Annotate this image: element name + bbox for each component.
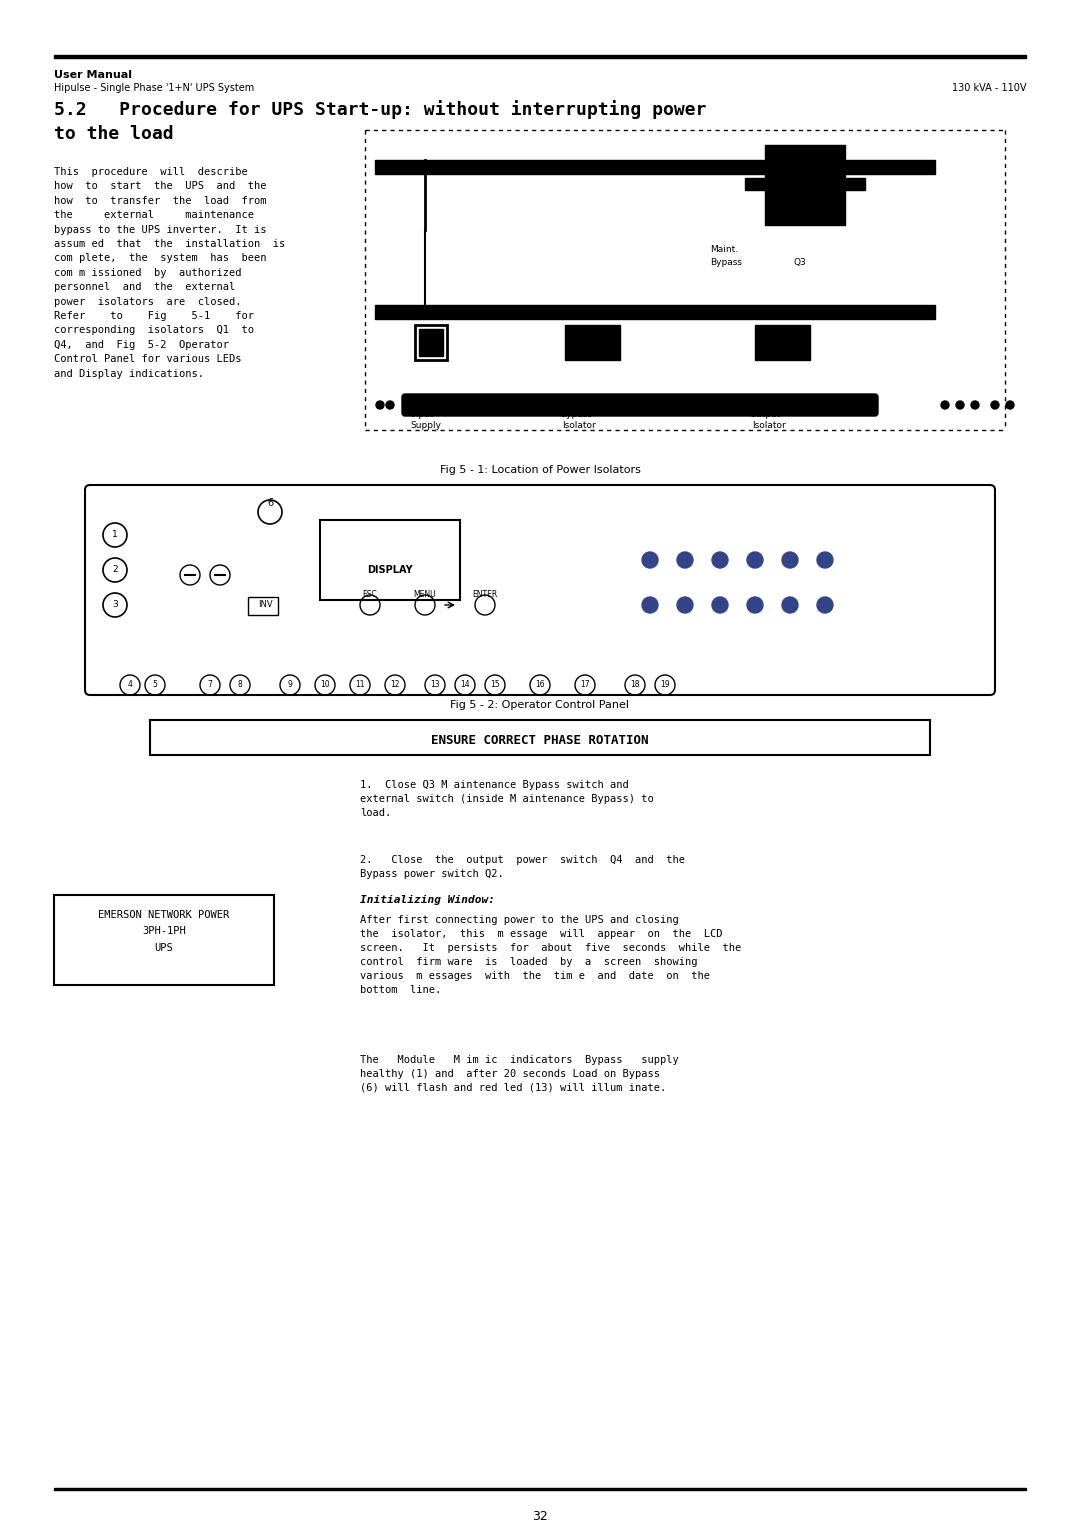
Text: ENSURE CORRECT PHASE ROTATION: ENSURE CORRECT PHASE ROTATION <box>431 733 649 747</box>
Text: 5.2   Procedure for UPS Start-up: without interrupting power
to the load: 5.2 Procedure for UPS Start-up: without … <box>54 99 706 142</box>
Bar <box>745 177 865 189</box>
Circle shape <box>1005 400 1014 410</box>
Bar <box>419 329 443 356</box>
Text: After first connecting power to the UPS and closing
the  isolator,  this  m essa: After first connecting power to the UPS … <box>360 915 741 995</box>
Bar <box>320 520 460 601</box>
Text: INV: INV <box>258 601 272 610</box>
Bar <box>765 145 845 225</box>
Text: ENTER: ENTER <box>472 590 498 599</box>
Text: 2: 2 <box>112 564 118 573</box>
Text: 1: 1 <box>112 530 118 538</box>
Text: 1.  Close Q3 M aintenance Bypass switch and
external switch (inside M aintenance: 1. Close Q3 M aintenance Bypass switch a… <box>360 779 653 817</box>
Circle shape <box>677 552 693 568</box>
Bar <box>54 1488 1026 1490</box>
Text: 7: 7 <box>207 680 213 689</box>
Bar <box>565 325 620 361</box>
Circle shape <box>956 400 964 410</box>
Text: 12: 12 <box>390 680 400 689</box>
Circle shape <box>386 400 394 410</box>
Circle shape <box>816 552 833 568</box>
Text: Bypass: Bypass <box>710 258 742 267</box>
Text: 8: 8 <box>238 680 242 689</box>
Text: Q4: Q4 <box>765 396 779 405</box>
Text: 4: 4 <box>127 680 133 689</box>
Bar <box>248 597 278 614</box>
Text: Q1: Q1 <box>423 396 436 405</box>
Text: Isolator: Isolator <box>562 422 596 429</box>
Text: Output: Output <box>750 410 782 419</box>
Text: DISPLAY: DISPLAY <box>367 565 413 575</box>
Text: Input: Input <box>410 410 433 419</box>
Circle shape <box>782 597 798 613</box>
Bar <box>54 895 274 986</box>
Text: 2.   Close  the  output  power  switch  Q4  and  the
Bypass power switch Q2.: 2. Close the output power switch Q4 and … <box>360 856 685 879</box>
Text: 17: 17 <box>580 680 590 689</box>
Circle shape <box>712 552 728 568</box>
Circle shape <box>991 400 999 410</box>
Text: Hipulse - Single Phase '1+N' UPS System: Hipulse - Single Phase '1+N' UPS System <box>54 83 254 93</box>
Circle shape <box>971 400 978 410</box>
Bar <box>150 720 930 755</box>
Bar <box>375 160 935 174</box>
Text: 14: 14 <box>460 680 470 689</box>
FancyBboxPatch shape <box>402 394 878 416</box>
Text: 130 kVA - 110V: 130 kVA - 110V <box>951 83 1026 93</box>
Text: 16: 16 <box>536 680 544 689</box>
Text: ESC: ESC <box>363 590 377 599</box>
Text: User Manual: User Manual <box>54 70 132 79</box>
Circle shape <box>747 552 762 568</box>
Circle shape <box>782 552 798 568</box>
Text: Fig 5 - 1: Location of Power Isolators: Fig 5 - 1: Location of Power Isolators <box>440 465 640 475</box>
Text: MENU: MENU <box>414 590 436 599</box>
Circle shape <box>941 400 949 410</box>
Circle shape <box>712 597 728 613</box>
Text: 6: 6 <box>267 498 273 507</box>
Circle shape <box>376 400 384 410</box>
Text: Bypass: Bypass <box>561 410 592 419</box>
Circle shape <box>747 597 762 613</box>
Text: 15: 15 <box>490 680 500 689</box>
Text: Initializing Window:: Initializing Window: <box>360 895 495 905</box>
Text: Maint.: Maint. <box>710 244 738 254</box>
Bar <box>54 55 1026 58</box>
Text: 32: 32 <box>532 1510 548 1523</box>
Text: Q2: Q2 <box>575 396 589 405</box>
Circle shape <box>816 597 833 613</box>
Circle shape <box>642 552 658 568</box>
Text: 18: 18 <box>631 680 639 689</box>
Text: 3: 3 <box>112 599 118 608</box>
Text: 10: 10 <box>320 680 329 689</box>
Text: 5: 5 <box>152 680 158 689</box>
Text: This  procedure  will  describe
how  to  start  the  UPS  and  the
how  to  tran: This procedure will describe how to star… <box>54 167 285 379</box>
Text: Supply: Supply <box>410 422 441 429</box>
Text: Isolator: Isolator <box>752 422 786 429</box>
Bar <box>375 306 935 319</box>
Bar <box>415 325 447 361</box>
Text: Q3: Q3 <box>793 258 806 267</box>
Circle shape <box>642 597 658 613</box>
Bar <box>755 325 810 361</box>
Text: Fig 5 - 2: Operator Control Panel: Fig 5 - 2: Operator Control Panel <box>450 700 630 711</box>
Circle shape <box>677 597 693 613</box>
Text: 19: 19 <box>660 680 670 689</box>
Text: 9: 9 <box>287 680 293 689</box>
Text: EMERSON NETWORK POWER
3PH-1PH
UPS: EMERSON NETWORK POWER 3PH-1PH UPS <box>98 911 230 953</box>
Text: 11: 11 <box>355 680 365 689</box>
Text: The   Module   M im ic  indicators  Bypass   supply
healthy (1) and  after 20 se: The Module M im ic indicators Bypass sup… <box>360 1054 678 1093</box>
Text: 13: 13 <box>430 680 440 689</box>
